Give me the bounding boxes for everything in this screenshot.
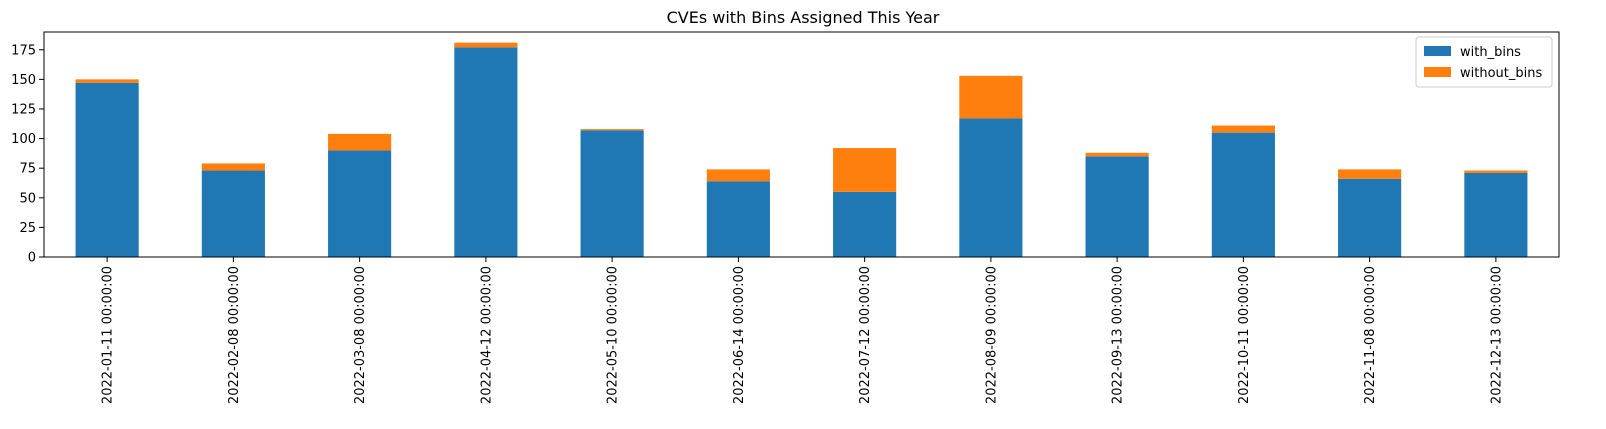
- x-tick-label: 2022-10-11 00:00:00: [1237, 266, 1252, 404]
- bar-without_bins-9: [1085, 152, 1149, 157]
- x-tick-label: 2022-02-08 00:00:00: [227, 266, 242, 404]
- bar-with_bins-1: [75, 82, 139, 257]
- bar-with_bins-8: [959, 118, 1023, 258]
- bar-without_bins-12: [1464, 170, 1528, 173]
- y-tick-label: 50: [19, 191, 36, 206]
- x-tick-label: 2022-01-11 00:00:00: [101, 266, 116, 404]
- bar-with_bins-4: [454, 47, 518, 257]
- y-tick-label: 175: [11, 43, 36, 58]
- bar-with_bins-12: [1464, 172, 1528, 257]
- bar-with_bins-2: [201, 170, 265, 257]
- y-tick-label: 150: [11, 73, 36, 88]
- bar-with_bins-9: [1085, 156, 1149, 257]
- legend-label-with_bins: with_bins: [1460, 45, 1521, 60]
- x-tick-label: 2022-05-10 00:00:00: [606, 266, 621, 404]
- legend: with_bins without_bins: [1415, 36, 1553, 88]
- bars-group: [75, 42, 1528, 258]
- bar-with_bins-5: [580, 130, 644, 257]
- chart-title: CVEs with Bins Assigned This Year: [667, 8, 940, 27]
- bar-without_bins-3: [328, 133, 392, 151]
- bar-with_bins-7: [833, 191, 897, 257]
- bar-with_bins-11: [1338, 178, 1402, 257]
- legend-swatch-with_bins: [1424, 46, 1451, 56]
- x-tick-label: 2022-09-13 00:00:00: [1111, 266, 1126, 404]
- bar-without_bins-11: [1338, 169, 1402, 179]
- y-tick-label: 25: [19, 221, 36, 236]
- bar-without_bins-8: [959, 75, 1023, 119]
- bar-without_bins-7: [833, 148, 897, 192]
- x-axis: 2022-01-11 00:00:00 2022-02-08 00:00:00 20…: [101, 257, 1504, 404]
- y-axis: 0 25 50 75 100 125 150 175: [11, 43, 44, 266]
- bar-without_bins-1: [75, 79, 139, 83]
- bar-without_bins-2: [201, 163, 265, 171]
- y-tick-label: 125: [11, 102, 36, 117]
- x-tick-label: 2022-11-08 00:00:00: [1363, 266, 1378, 404]
- y-tick-label: 0: [28, 251, 36, 266]
- bar-without_bins-10: [1211, 125, 1275, 133]
- x-tick-label: 2022-12-13 00:00:00: [1489, 266, 1504, 404]
- bar-without_bins-5: [580, 129, 644, 131]
- y-tick-label: 100: [11, 132, 36, 147]
- x-tick-label: 2022-06-14 00:00:00: [732, 266, 747, 404]
- bar-with_bins-6: [706, 181, 770, 257]
- bar-with_bins-10: [1211, 132, 1275, 257]
- plot-frame: [43, 31, 1560, 258]
- x-tick-label: 2022-04-12 00:00:00: [479, 266, 494, 404]
- x-tick-label: 2022-08-09 00:00:00: [984, 266, 999, 404]
- y-tick-label: 75: [19, 162, 36, 177]
- x-tick-label: 2022-07-12 00:00:00: [858, 266, 873, 404]
- legend-swatch-without_bins: [1424, 67, 1451, 77]
- legend-label-without_bins: without_bins: [1460, 66, 1542, 81]
- bar-without_bins-6: [706, 169, 770, 182]
- bar-without_bins-4: [454, 42, 518, 48]
- x-tick-label: 2022-03-08 00:00:00: [353, 266, 368, 404]
- bar-with_bins-3: [328, 150, 392, 257]
